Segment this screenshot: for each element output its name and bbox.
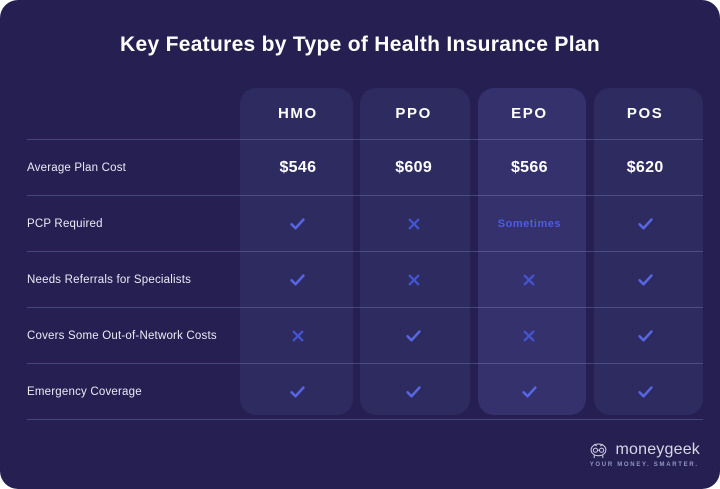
row-label: Average Plan Cost	[27, 161, 127, 174]
table-cell	[356, 382, 472, 401]
table-cell	[587, 214, 703, 233]
table-cell: $609	[356, 159, 472, 177]
table-cell	[587, 326, 703, 345]
check-icon	[290, 274, 306, 286]
check-icon	[406, 386, 421, 398]
table-cell	[472, 272, 588, 288]
brand-name: moneygeek	[615, 441, 700, 458]
check-icon	[637, 330, 653, 342]
check-icon	[637, 218, 653, 230]
cell-value: $620	[626, 158, 664, 176]
table-cell: $620	[587, 159, 703, 177]
cell-accent-value: Sometimes	[497, 217, 561, 230]
check-icon	[637, 386, 653, 398]
cross-icon	[523, 330, 535, 341]
column-header-pos: POS	[626, 105, 664, 122]
table-cell: $566	[472, 159, 588, 177]
row-label: PCP Required	[27, 217, 103, 230]
table-cell	[472, 328, 588, 344]
table-cell	[472, 382, 588, 401]
cross-icon	[408, 274, 420, 285]
table-cell	[356, 216, 472, 232]
table-row: Needs Referrals for Specialists	[27, 251, 703, 307]
table-cell	[240, 328, 356, 344]
check-icon	[406, 330, 421, 342]
table-row: Emergency Coverage	[27, 363, 703, 420]
column-panel-hmo	[240, 88, 353, 415]
cell-value: $609	[395, 158, 433, 176]
table-row: Covers Some Out-of-Network Costs	[27, 307, 703, 363]
column-header-hmo: HMO	[277, 105, 318, 122]
table-cell	[240, 270, 356, 289]
column-panel-ppo	[360, 88, 470, 415]
table-header-row: HMO PPO EPO POS	[27, 88, 703, 139]
brand-lockup: moneygeek	[588, 441, 700, 459]
check-icon	[290, 218, 306, 230]
table-cell: $546	[240, 159, 356, 177]
table-cell	[356, 326, 472, 345]
row-label: Emergency Coverage	[27, 385, 142, 398]
table-cell	[587, 270, 703, 289]
cross-icon	[408, 218, 420, 229]
brand-footer: moneygeek YOUR MONEY. SMARTER.	[588, 441, 700, 468]
check-icon	[290, 386, 306, 398]
table-cell: Sometimes	[472, 218, 588, 230]
check-icon	[637, 274, 653, 286]
row-label: Covers Some Out-of-Network Costs	[27, 329, 217, 342]
check-icon	[522, 386, 537, 398]
cell-value: $546	[279, 158, 317, 176]
cross-icon	[292, 330, 304, 341]
table-cell	[240, 382, 356, 401]
table-body: Average Plan Cost $546 $609 $566 $620 PCP Req…	[27, 139, 703, 420]
row-label: Needs Referrals for Specialists	[27, 273, 192, 286]
comparison-table: HMO PPO EPO POS Average Plan Cost $546 $60…	[27, 88, 703, 420]
table-cell	[240, 214, 356, 233]
brand-tagline: YOUR MONEY. SMARTER.	[589, 462, 699, 468]
column-panel-pos	[594, 88, 703, 415]
piggy-bank-icon	[588, 442, 609, 459]
column-header-ppo: PPO	[395, 105, 432, 122]
column-header-epo: EPO	[511, 105, 548, 122]
table-cell	[356, 272, 472, 288]
column-panel-epo	[478, 88, 586, 415]
cell-value: $566	[510, 158, 548, 176]
table-row: Average Plan Cost $546 $609 $566 $620	[27, 139, 703, 195]
cross-icon	[523, 274, 535, 285]
page-title: Key Features by Type of Health Insurance…	[120, 33, 600, 56]
table-row: PCP Required Sometimes	[27, 195, 703, 251]
table-cell	[587, 382, 703, 401]
